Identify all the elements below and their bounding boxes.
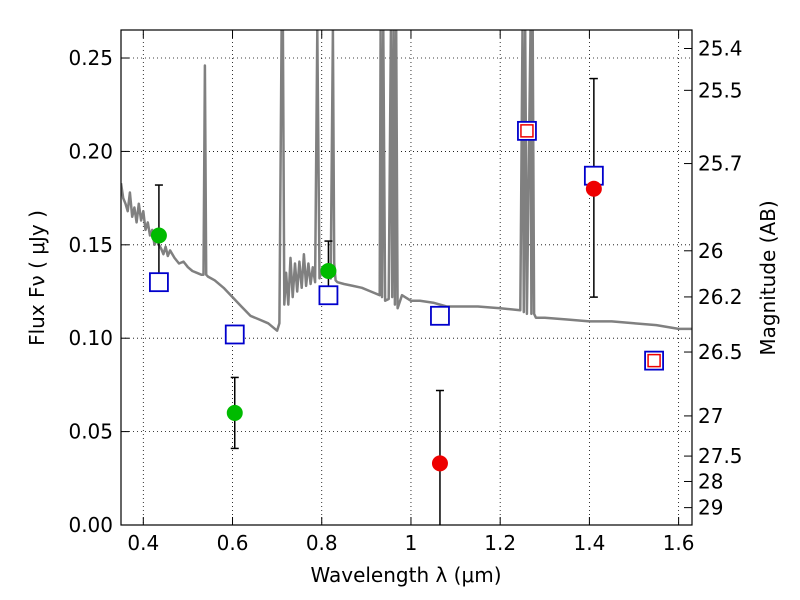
y-tick-label: 0.20: [68, 139, 113, 163]
right-tick-label: 26.5: [698, 340, 743, 364]
y-tick-label: 0.25: [68, 46, 113, 70]
model-band-square: [224, 324, 245, 345]
x-tick-label: 0.8: [306, 531, 338, 555]
right-tick-label: 29: [698, 496, 723, 520]
detection-point: [150, 227, 167, 244]
plot-frame: [120, 29, 693, 526]
y-axis-label: Flux Fν ( μJy ): [25, 210, 49, 346]
model-band-square: [318, 285, 339, 306]
x-tick-label: 1.6: [663, 531, 695, 555]
right-tick-label: 25.4: [698, 36, 743, 60]
detection-point: [226, 404, 243, 421]
y-axis-label-right: Magnitude (AB): [756, 200, 780, 355]
right-tick-label: 26: [698, 239, 723, 263]
y-tick-label: 0.10: [68, 326, 113, 350]
right-tick-label: 25.7: [698, 152, 743, 176]
x-tick-label: 1.4: [573, 531, 605, 555]
right-tick-label: 27.5: [698, 444, 743, 468]
detection-point: [320, 262, 337, 279]
right-tick-label: 28: [698, 469, 723, 493]
model-spectrum-line: [121, 30, 692, 332]
model-band-square: [430, 305, 450, 326]
x-tick-label: 1: [405, 531, 418, 555]
nondetection-point: [431, 455, 448, 472]
grid: [121, 30, 692, 526]
right-tick-label: 25.5: [698, 78, 743, 102]
x-tick-label: 0.4: [127, 531, 159, 555]
x-tick-label: 0.6: [217, 531, 249, 555]
y-tick-label: 0.05: [68, 420, 113, 444]
y-tick-label: 0.15: [68, 233, 113, 257]
right-tick-label: 26.2: [698, 285, 743, 309]
upper-limit-square: [647, 353, 661, 368]
y-tick-label: 0.00: [68, 513, 113, 537]
model-band-square: [149, 272, 169, 293]
nondetection-point: [585, 180, 602, 197]
axis-ticks: 0.4 0.6 0.8 1 1.2 1.4 1.6 0.00 0.05 0.10 0.15 0.20 0…: [68, 30, 743, 555]
x-axis-label: Wavelength λ (μm): [310, 563, 501, 587]
x-tick-label: 1.2: [484, 531, 516, 555]
model-band-square: [517, 120, 537, 141]
upper-limit-square: [520, 124, 534, 138]
right-tick-label: 27: [698, 404, 723, 428]
model-band-square: [644, 350, 664, 371]
plot-background: [121, 30, 692, 525]
plot-area: [121, 30, 692, 525]
